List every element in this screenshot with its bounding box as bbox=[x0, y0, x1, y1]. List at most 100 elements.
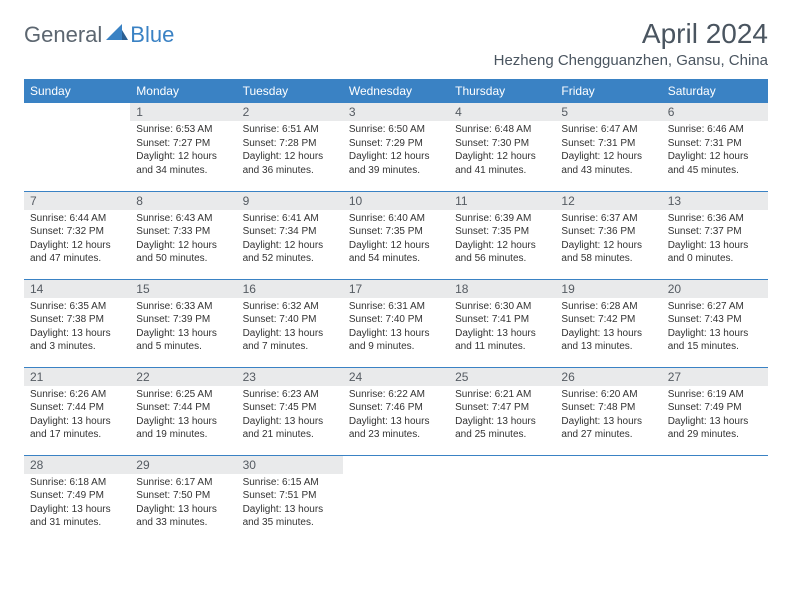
day-sunrise: Sunrise: 6:25 AM bbox=[136, 388, 230, 402]
calendar-page: General Blue April 2024 Hezheng Chenggua… bbox=[0, 0, 792, 561]
day-sunrise: Sunrise: 6:53 AM bbox=[136, 123, 230, 137]
day-dl1: Daylight: 13 hours bbox=[30, 503, 124, 517]
day-dl2: and 43 minutes. bbox=[561, 164, 655, 178]
day-dl2: and 39 minutes. bbox=[349, 164, 443, 178]
day-details: Sunrise: 6:43 AMSunset: 7:33 PMDaylight:… bbox=[130, 210, 236, 270]
day-number: 25 bbox=[449, 368, 555, 386]
header: General Blue April 2024 Hezheng Chenggua… bbox=[24, 18, 768, 73]
calendar-cell bbox=[449, 455, 555, 543]
day-sunrise: Sunrise: 6:27 AM bbox=[668, 300, 762, 314]
day-dl2: and 33 minutes. bbox=[136, 516, 230, 530]
day-dl1: Daylight: 12 hours bbox=[349, 239, 443, 253]
day-dl2: and 17 minutes. bbox=[30, 428, 124, 442]
day-number: 16 bbox=[237, 280, 343, 298]
day-header: Wednesday bbox=[343, 79, 449, 103]
day-dl2: and 31 minutes. bbox=[30, 516, 124, 530]
day-dl1: Daylight: 12 hours bbox=[349, 150, 443, 164]
day-sunrise: Sunrise: 6:35 AM bbox=[30, 300, 124, 314]
day-dl1: Daylight: 13 hours bbox=[455, 415, 549, 429]
day-sunrise: Sunrise: 6:17 AM bbox=[136, 476, 230, 490]
day-dl2: and 25 minutes. bbox=[455, 428, 549, 442]
day-number: 3 bbox=[343, 103, 449, 121]
day-sunset: Sunset: 7:29 PM bbox=[349, 137, 443, 151]
day-dl1: Daylight: 13 hours bbox=[668, 327, 762, 341]
day-number: 8 bbox=[130, 192, 236, 210]
calendar-cell bbox=[343, 455, 449, 543]
day-details: Sunrise: 6:50 AMSunset: 7:29 PMDaylight:… bbox=[343, 121, 449, 181]
day-sunset: Sunset: 7:33 PM bbox=[136, 225, 230, 239]
calendar-cell: 8Sunrise: 6:43 AMSunset: 7:33 PMDaylight… bbox=[130, 191, 236, 279]
day-details: Sunrise: 6:15 AMSunset: 7:51 PMDaylight:… bbox=[237, 474, 343, 534]
day-sunrise: Sunrise: 6:44 AM bbox=[30, 212, 124, 226]
day-sunrise: Sunrise: 6:43 AM bbox=[136, 212, 230, 226]
day-header: Thursday bbox=[449, 79, 555, 103]
day-sunset: Sunset: 7:37 PM bbox=[668, 225, 762, 239]
day-sunset: Sunset: 7:32 PM bbox=[30, 225, 124, 239]
day-number: 12 bbox=[555, 192, 661, 210]
calendar-cell bbox=[662, 455, 768, 543]
calendar-cell: 1Sunrise: 6:53 AMSunset: 7:27 PMDaylight… bbox=[130, 103, 236, 191]
calendar-cell: 23Sunrise: 6:23 AMSunset: 7:45 PMDayligh… bbox=[237, 367, 343, 455]
day-dl2: and 47 minutes. bbox=[30, 252, 124, 266]
calendar-week-row: 14Sunrise: 6:35 AMSunset: 7:38 PMDayligh… bbox=[24, 279, 768, 367]
day-sunrise: Sunrise: 6:18 AM bbox=[30, 476, 124, 490]
day-header: Friday bbox=[555, 79, 661, 103]
day-number: 11 bbox=[449, 192, 555, 210]
day-dl2: and 50 minutes. bbox=[136, 252, 230, 266]
day-dl1: Daylight: 13 hours bbox=[136, 503, 230, 517]
day-sunset: Sunset: 7:48 PM bbox=[561, 401, 655, 415]
location-text: Hezheng Chengguanzhen, Gansu, China bbox=[494, 52, 768, 69]
day-sunset: Sunset: 7:42 PM bbox=[561, 313, 655, 327]
day-sunrise: Sunrise: 6:26 AM bbox=[30, 388, 124, 402]
day-dl2: and 35 minutes. bbox=[243, 516, 337, 530]
day-sunset: Sunset: 7:49 PM bbox=[668, 401, 762, 415]
day-number: 7 bbox=[24, 192, 130, 210]
calendar-cell: 19Sunrise: 6:28 AMSunset: 7:42 PMDayligh… bbox=[555, 279, 661, 367]
day-dl2: and 36 minutes. bbox=[243, 164, 337, 178]
day-number: 27 bbox=[662, 368, 768, 386]
day-number: 2 bbox=[237, 103, 343, 121]
calendar-cell: 9Sunrise: 6:41 AMSunset: 7:34 PMDaylight… bbox=[237, 191, 343, 279]
day-dl1: Daylight: 12 hours bbox=[668, 150, 762, 164]
day-dl1: Daylight: 13 hours bbox=[243, 415, 337, 429]
day-number: 14 bbox=[24, 280, 130, 298]
day-details: Sunrise: 6:46 AMSunset: 7:31 PMDaylight:… bbox=[662, 121, 768, 181]
calendar-cell: 17Sunrise: 6:31 AMSunset: 7:40 PMDayligh… bbox=[343, 279, 449, 367]
day-dl2: and 56 minutes. bbox=[455, 252, 549, 266]
day-number: 22 bbox=[130, 368, 236, 386]
day-dl2: and 15 minutes. bbox=[668, 340, 762, 354]
day-dl1: Daylight: 13 hours bbox=[561, 327, 655, 341]
day-number: 4 bbox=[449, 103, 555, 121]
day-sunrise: Sunrise: 6:46 AM bbox=[668, 123, 762, 137]
day-dl2: and 27 minutes. bbox=[561, 428, 655, 442]
day-details: Sunrise: 6:18 AMSunset: 7:49 PMDaylight:… bbox=[24, 474, 130, 534]
day-dl1: Daylight: 13 hours bbox=[30, 327, 124, 341]
calendar-cell: 30Sunrise: 6:15 AMSunset: 7:51 PMDayligh… bbox=[237, 455, 343, 543]
day-sunrise: Sunrise: 6:39 AM bbox=[455, 212, 549, 226]
day-details: Sunrise: 6:30 AMSunset: 7:41 PMDaylight:… bbox=[449, 298, 555, 358]
calendar-cell: 29Sunrise: 6:17 AMSunset: 7:50 PMDayligh… bbox=[130, 455, 236, 543]
day-sunset: Sunset: 7:31 PM bbox=[668, 137, 762, 151]
day-sunrise: Sunrise: 6:23 AM bbox=[243, 388, 337, 402]
day-details: Sunrise: 6:31 AMSunset: 7:40 PMDaylight:… bbox=[343, 298, 449, 358]
day-dl2: and 11 minutes. bbox=[455, 340, 549, 354]
day-sunrise: Sunrise: 6:22 AM bbox=[349, 388, 443, 402]
day-details: Sunrise: 6:27 AMSunset: 7:43 PMDaylight:… bbox=[662, 298, 768, 358]
day-dl1: Daylight: 12 hours bbox=[243, 239, 337, 253]
day-header-row: Sunday Monday Tuesday Wednesday Thursday… bbox=[24, 79, 768, 103]
day-sunset: Sunset: 7:28 PM bbox=[243, 137, 337, 151]
day-dl1: Daylight: 12 hours bbox=[136, 239, 230, 253]
calendar-week-row: 21Sunrise: 6:26 AMSunset: 7:44 PMDayligh… bbox=[24, 367, 768, 455]
day-details: Sunrise: 6:44 AMSunset: 7:32 PMDaylight:… bbox=[24, 210, 130, 270]
day-details: Sunrise: 6:51 AMSunset: 7:28 PMDaylight:… bbox=[237, 121, 343, 181]
calendar-week-row: 1Sunrise: 6:53 AMSunset: 7:27 PMDaylight… bbox=[24, 103, 768, 191]
day-sunset: Sunset: 7:45 PM bbox=[243, 401, 337, 415]
day-dl1: Daylight: 13 hours bbox=[349, 415, 443, 429]
day-number: 18 bbox=[449, 280, 555, 298]
day-details: Sunrise: 6:28 AMSunset: 7:42 PMDaylight:… bbox=[555, 298, 661, 358]
calendar-cell: 22Sunrise: 6:25 AMSunset: 7:44 PMDayligh… bbox=[130, 367, 236, 455]
calendar-cell: 27Sunrise: 6:19 AMSunset: 7:49 PMDayligh… bbox=[662, 367, 768, 455]
day-number: 1 bbox=[130, 103, 236, 121]
day-sunset: Sunset: 7:34 PM bbox=[243, 225, 337, 239]
logo-text-general: General bbox=[24, 22, 102, 48]
